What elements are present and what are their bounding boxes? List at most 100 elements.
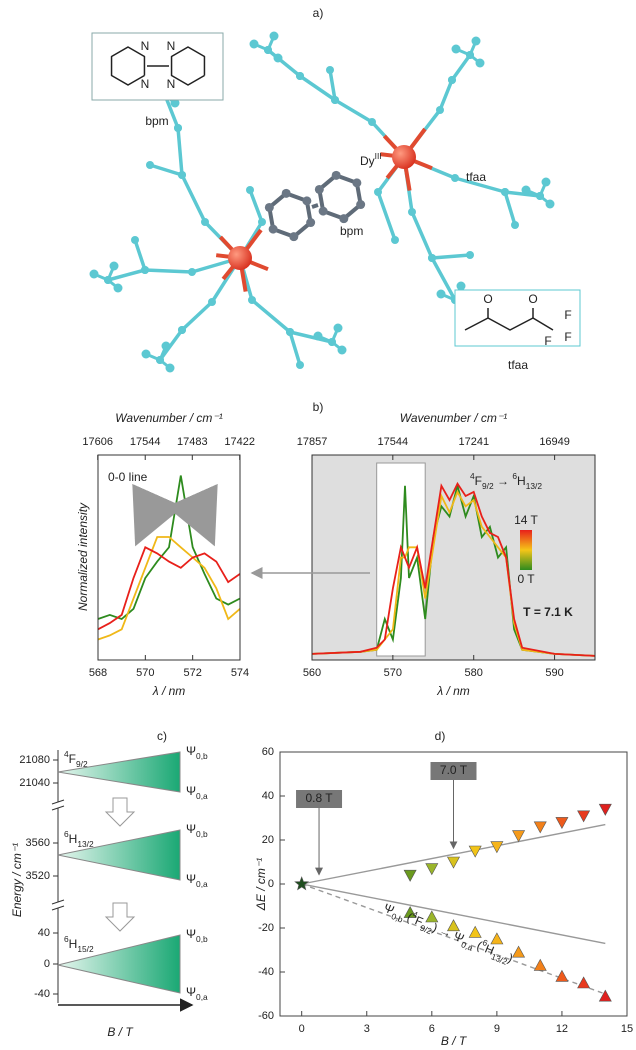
atom-label: N (167, 77, 176, 91)
colorbar-label: 14 T (514, 513, 538, 527)
state-label: Ψ0,b (186, 744, 208, 761)
text-part: 13/2 (490, 952, 509, 968)
data-point (577, 810, 591, 823)
atom (337, 345, 347, 355)
text-part: 6 (64, 934, 69, 944)
atom (109, 261, 119, 271)
text-part: 0,b (196, 829, 208, 839)
atom (408, 208, 416, 216)
atom (141, 349, 151, 359)
data-point (598, 803, 612, 816)
x-axis-label: λ / nm (152, 684, 186, 698)
y-tick-label: 40 (262, 790, 274, 802)
atom-label: O (483, 292, 492, 306)
atom (471, 36, 481, 46)
state-label: Ψ0,b (186, 927, 208, 944)
atom (131, 236, 139, 244)
text-part: Ψ (186, 784, 196, 798)
y-tick-label: -40 (34, 988, 50, 1000)
atom (391, 236, 399, 244)
x2-axis-label: Wavenumber / cm⁻¹ (115, 411, 222, 425)
spectrum-line (97, 546, 241, 631)
atom (208, 298, 216, 306)
text-part: III (375, 151, 382, 161)
x2-tick-label: 17422 (224, 436, 255, 448)
atom (428, 254, 436, 262)
atom-label: O (528, 292, 537, 306)
x-tick-label: 3 (364, 1023, 370, 1035)
atom-label: N (141, 77, 150, 91)
atom (306, 218, 316, 228)
fit-line (301, 823, 606, 885)
atom-label: N (167, 39, 176, 53)
bond (328, 69, 337, 101)
atom (281, 188, 291, 198)
atom-label: F (564, 308, 571, 322)
text-part: Ψ (186, 744, 196, 758)
text-part: F (69, 752, 76, 766)
x2-tick-label: 17544 (378, 436, 409, 448)
inset-label: tfaa (508, 358, 528, 372)
colorbar-label: 0 T (517, 572, 535, 586)
data-point (490, 932, 504, 945)
x-tick-label: 570 (384, 667, 402, 679)
bond (376, 155, 406, 241)
axis-break (52, 902, 64, 908)
atom (258, 218, 266, 226)
atom (326, 66, 334, 74)
fit-line (301, 883, 606, 945)
y-tick-label: -60 (258, 1010, 274, 1022)
bond (311, 203, 319, 209)
atom (289, 232, 299, 242)
inset-label: bpm (145, 114, 168, 128)
atom (268, 224, 278, 234)
bond (176, 127, 242, 260)
x-tick-label: 12 (556, 1023, 568, 1035)
x-tick-label: 572 (183, 667, 201, 679)
data-point (294, 876, 310, 891)
data-point (468, 925, 482, 938)
atom (314, 184, 324, 194)
data-point (425, 910, 439, 923)
x2-tick-label: 17241 (459, 436, 490, 448)
x2-tick-label: 17857 (297, 436, 328, 448)
text-part: 6 (481, 937, 489, 948)
x-tick-label: 590 (545, 667, 563, 679)
spectrum-line (97, 536, 241, 641)
atom (318, 206, 328, 216)
bond (402, 156, 457, 301)
atom (313, 331, 323, 341)
break-mark (51, 805, 65, 811)
atom (249, 39, 259, 49)
atom-label: N (141, 39, 150, 53)
term-label: 6H15/2 (64, 934, 94, 954)
data-point (533, 958, 547, 971)
panel-label: b) (313, 400, 324, 414)
text-part: 0,b (196, 934, 208, 944)
atom (161, 341, 171, 351)
colorbar (520, 530, 532, 570)
y-tick-label: 60 (262, 746, 274, 758)
bond (503, 191, 517, 226)
text-part: ) → Ψ (431, 921, 467, 946)
data-point (468, 845, 482, 858)
atom (374, 188, 382, 196)
x-tick-label: 560 (303, 667, 321, 679)
atom (331, 170, 341, 180)
y-tick-label: 40 (38, 927, 50, 939)
text-part: 9/2 (76, 759, 88, 769)
x-tick-label: 568 (89, 667, 107, 679)
atom (356, 200, 366, 210)
y-tick-label: 3560 (26, 837, 50, 849)
trend-arrow (166, 483, 218, 547)
atom (302, 196, 312, 206)
text-part: 13/2 (526, 481, 543, 491)
atom (246, 186, 254, 194)
atom (296, 72, 304, 80)
annotation-label: 7.0 T (440, 763, 468, 777)
text-part: 0,a (196, 879, 208, 889)
y-tick-label: 0 (44, 958, 50, 970)
atom (170, 98, 180, 108)
text-part: H (69, 937, 78, 951)
data-point (490, 841, 504, 854)
